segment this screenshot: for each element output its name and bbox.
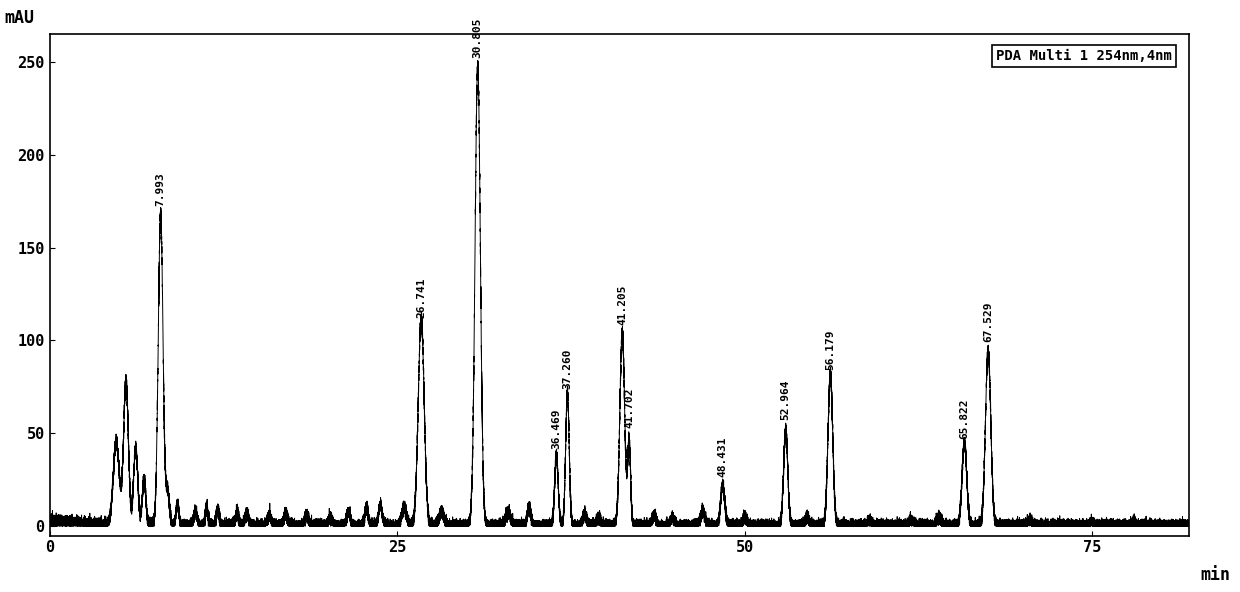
Text: 7.993: 7.993 [156, 172, 166, 205]
Text: 41.205: 41.205 [618, 284, 627, 324]
Text: 26.741: 26.741 [417, 277, 427, 318]
Text: 67.529: 67.529 [983, 302, 993, 342]
Text: 65.822: 65.822 [960, 398, 970, 439]
Text: mAU: mAU [4, 9, 33, 27]
Text: 56.179: 56.179 [826, 329, 836, 369]
Text: 37.260: 37.260 [563, 349, 573, 389]
Text: 48.431: 48.431 [718, 436, 728, 477]
Text: PDA Multi 1 254nm,4nm: PDA Multi 1 254nm,4nm [996, 49, 1172, 63]
Text: 30.805: 30.805 [472, 18, 482, 58]
Text: min: min [1200, 565, 1230, 584]
Text: 36.469: 36.469 [552, 409, 562, 449]
Text: 41.702: 41.702 [624, 388, 634, 429]
Text: 52.964: 52.964 [781, 379, 791, 420]
